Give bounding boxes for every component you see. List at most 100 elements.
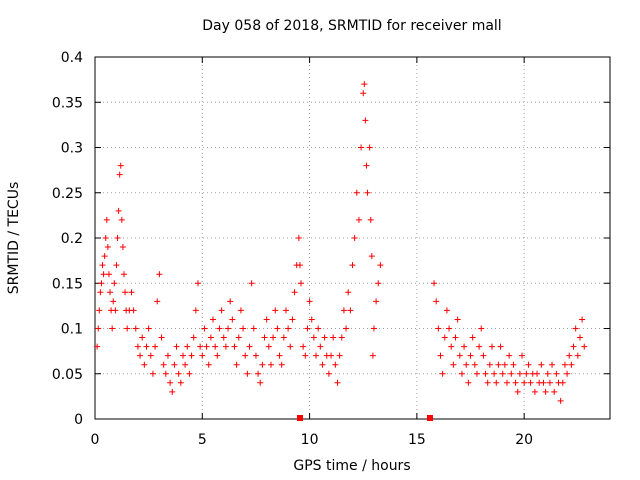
data-point (330, 334, 337, 341)
data-point (147, 352, 154, 359)
data-point (523, 370, 530, 377)
data-point (435, 325, 442, 332)
data-point (154, 298, 161, 305)
data-point (343, 325, 350, 332)
data-point (458, 370, 465, 377)
gap-marker (427, 415, 433, 421)
data-point (222, 343, 229, 350)
data-point (97, 289, 104, 296)
data-point (282, 307, 289, 314)
data-point (495, 361, 502, 368)
data-point (504, 379, 510, 386)
data-point (295, 235, 302, 241)
data-point (263, 316, 270, 323)
data-point (465, 379, 472, 386)
data-point (169, 388, 176, 395)
data-point (469, 334, 476, 341)
data-point (104, 244, 111, 251)
data-point (265, 343, 272, 350)
data-point (308, 316, 315, 323)
data-point (210, 316, 217, 323)
data-point (313, 352, 320, 359)
data-point (105, 271, 112, 278)
data-point (355, 216, 362, 223)
data-point (118, 216, 125, 223)
grid-lines (95, 57, 610, 419)
data-point (197, 343, 204, 350)
data-point (544, 370, 551, 377)
data-point (115, 207, 122, 214)
data-point (103, 216, 110, 223)
data-point (287, 343, 294, 350)
data-point (137, 352, 144, 359)
data-point (353, 189, 360, 196)
data-point (446, 325, 453, 332)
data-point (456, 352, 463, 359)
data-point (101, 253, 108, 260)
data-point (334, 379, 341, 386)
data-point (315, 325, 322, 332)
data-point (227, 298, 234, 305)
data-point (186, 370, 193, 377)
data-point (375, 280, 382, 287)
data-point (574, 352, 581, 359)
data-point (363, 162, 370, 169)
data-point (289, 316, 296, 323)
data-point (122, 289, 129, 296)
data-point (527, 379, 534, 386)
data-point (237, 307, 244, 314)
data-point (559, 379, 566, 386)
y-tick-label: 0.2 (61, 231, 83, 247)
data-point (480, 352, 487, 359)
data-point (373, 298, 380, 305)
data-point (369, 352, 376, 359)
data-point (549, 361, 556, 368)
data-point (540, 379, 547, 386)
data-point (519, 352, 526, 359)
data-point (332, 361, 339, 368)
data-point (516, 370, 523, 377)
data-point (156, 271, 163, 278)
data-point (128, 289, 135, 296)
data-point (439, 370, 446, 377)
y-axis-label: SRMTID / TECUs (6, 182, 22, 295)
data-point (252, 352, 259, 359)
data-point (278, 361, 285, 368)
data-point (111, 280, 118, 287)
data-point (484, 379, 491, 386)
x-axis-label: GPS time / hours (293, 458, 410, 474)
data-point (473, 370, 480, 377)
data-point (364, 189, 371, 196)
data-point (338, 334, 345, 341)
data-point (231, 343, 238, 350)
data-point (179, 352, 186, 359)
x-tick-label: 5 (198, 432, 207, 448)
data-point (280, 334, 287, 341)
data-point (255, 370, 262, 377)
data-point (358, 144, 365, 151)
data-point (302, 352, 309, 359)
data-point (261, 334, 268, 341)
data-point (162, 370, 169, 377)
data-point (141, 361, 148, 368)
x-tick-label: 20 (515, 432, 533, 448)
y-tick-label: 0.3 (61, 141, 83, 157)
data-point (510, 361, 517, 368)
data-point (542, 388, 549, 395)
data-point (304, 325, 311, 332)
data-point (508, 370, 515, 377)
data-point (95, 325, 102, 332)
data-point (98, 280, 105, 287)
data-point (486, 361, 493, 368)
data-point (370, 325, 377, 332)
x-tick-label: 0 (91, 432, 100, 448)
data-point (291, 289, 298, 296)
chart-title: Day 058 of 2018, SRMTID for receiver mal… (202, 18, 501, 34)
data-point (450, 361, 457, 368)
data-point (463, 361, 470, 368)
data-point (120, 271, 127, 278)
data-point (499, 370, 506, 377)
data-point (366, 144, 373, 151)
data-point (242, 352, 249, 359)
